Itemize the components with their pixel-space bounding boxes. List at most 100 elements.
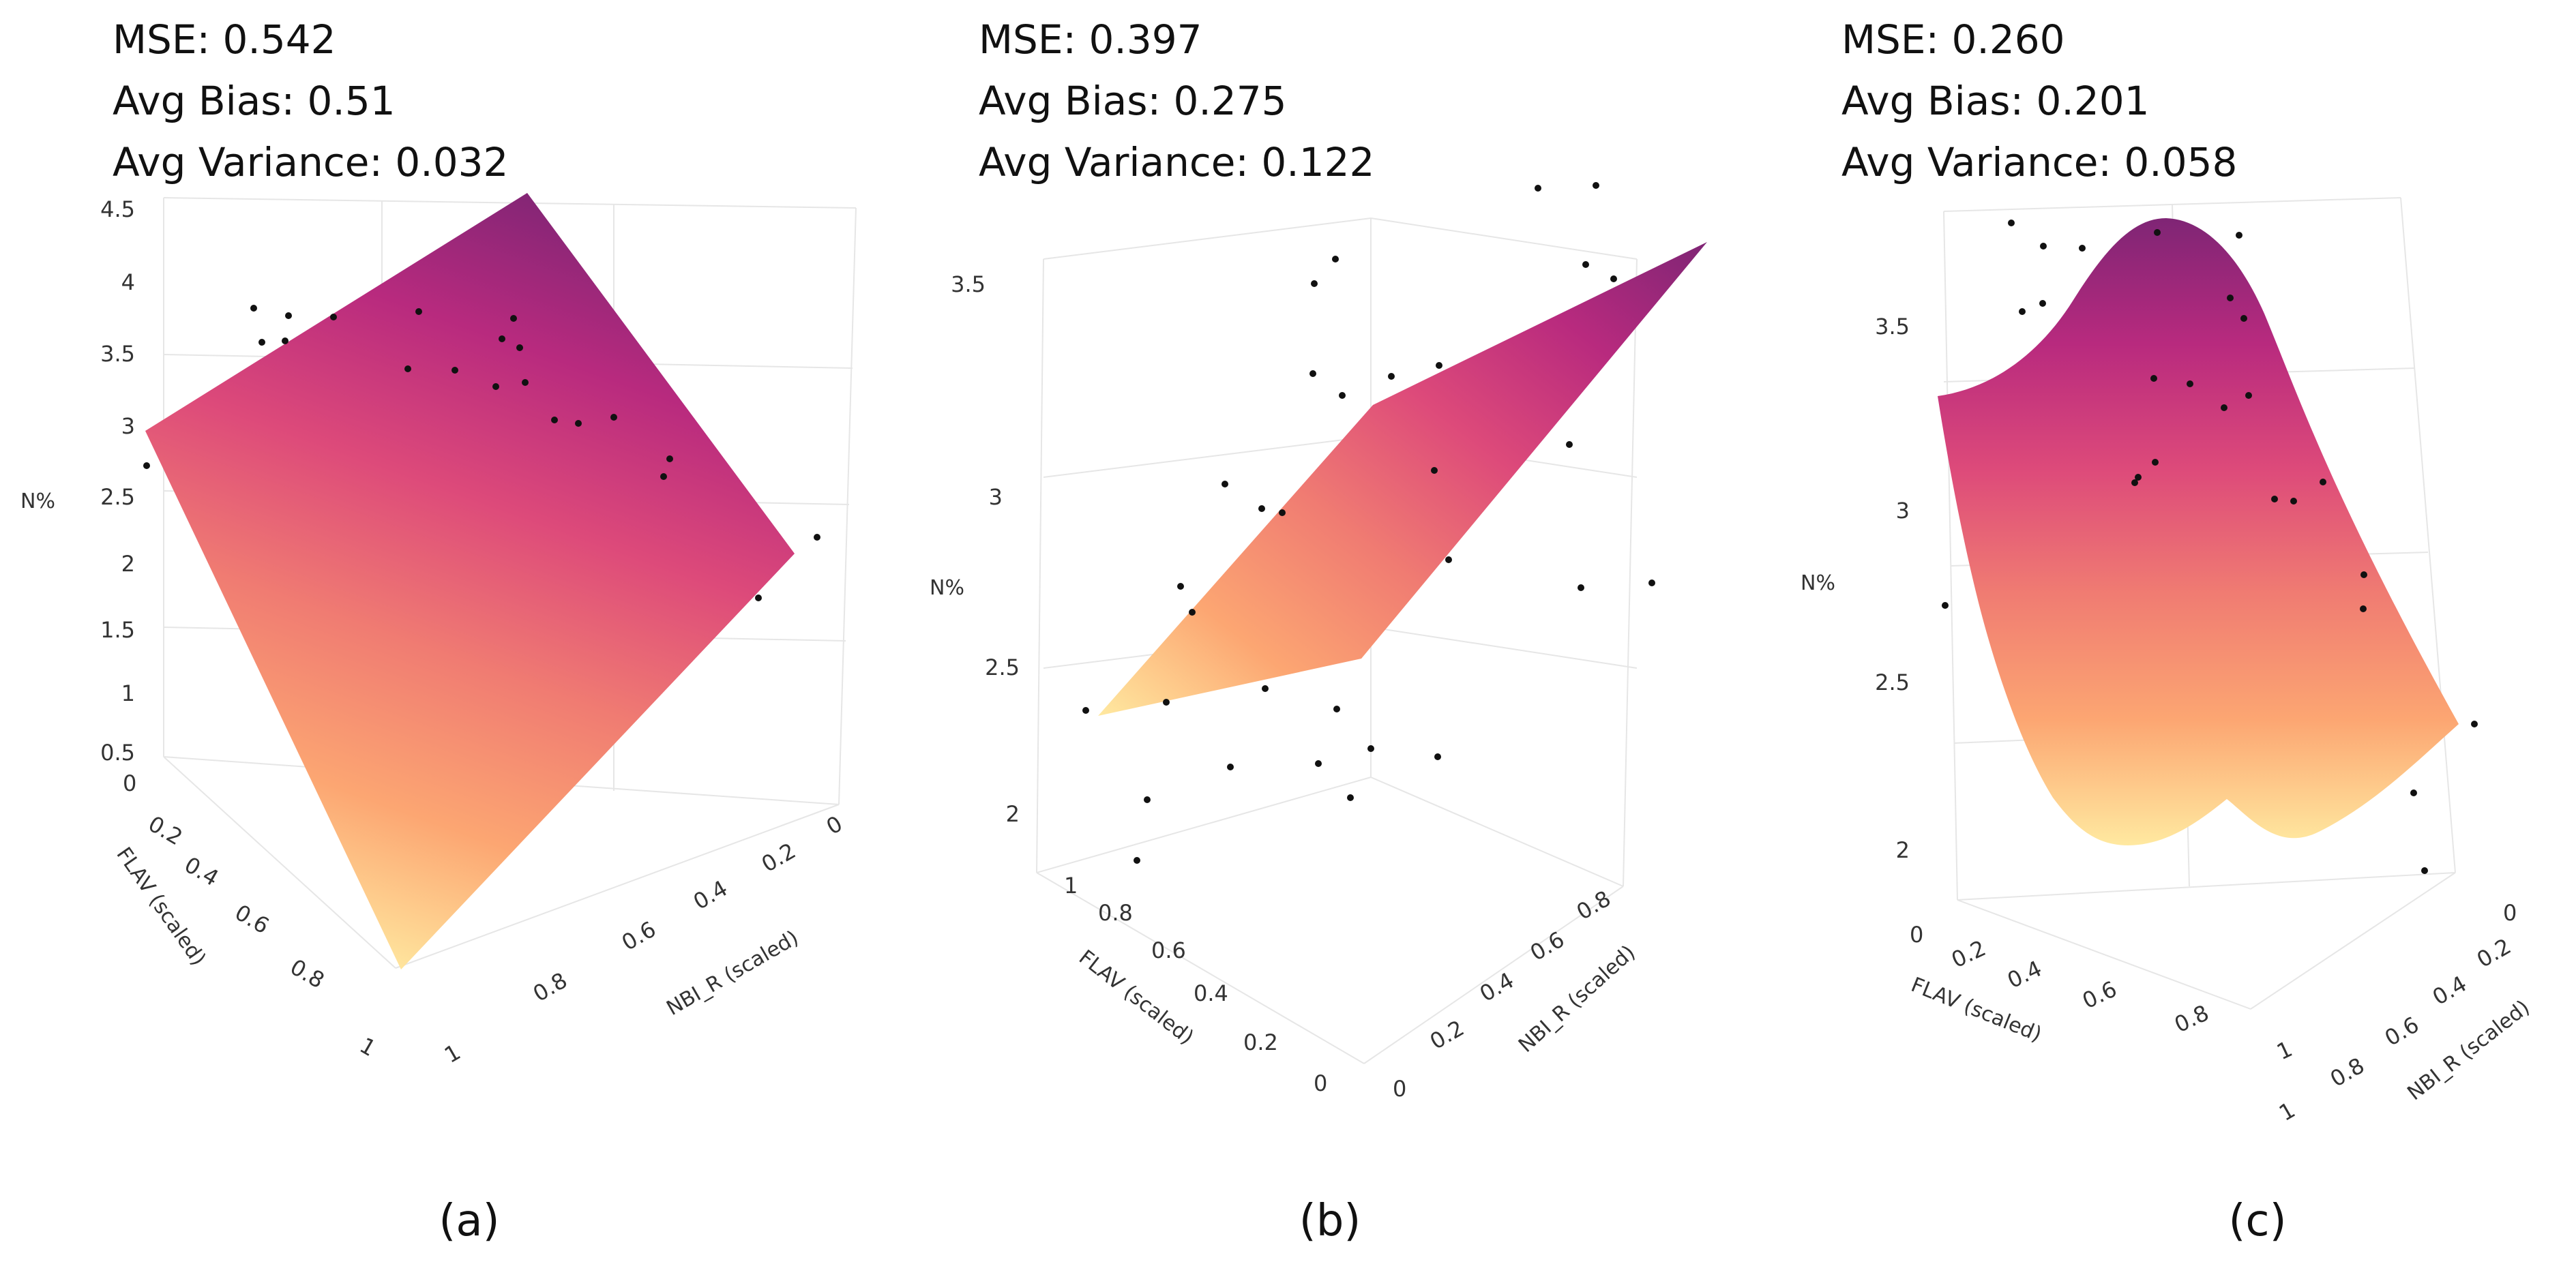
x-tick: 0.8	[286, 954, 329, 993]
panel-c-z-label: N%	[1801, 571, 1835, 595]
panel-b-points	[1082, 182, 1655, 864]
grid-line	[1036, 258, 1044, 873]
data-point	[1333, 706, 1340, 712]
z-tick: 3.5	[100, 341, 135, 367]
y-tick: 0.8	[2326, 1053, 2369, 1092]
panel-a-points	[143, 305, 820, 601]
panel-c: MSE: 0.260 Avg Bias: 0.201 Avg Variance:…	[1801, 16, 2534, 1246]
data-point	[2410, 789, 2417, 796]
data-point	[1347, 794, 1354, 801]
data-point	[451, 367, 458, 374]
grid-line	[1957, 872, 2456, 901]
data-point	[2152, 459, 2159, 466]
data-point	[522, 379, 529, 386]
data-point	[2271, 496, 2278, 502]
z-tick: 3.5	[1875, 314, 1910, 340]
panel-a-stats: MSE: 0.542 Avg Bias: 0.51 Avg Variance: …	[113, 16, 508, 185]
panel-a-z-ticks: 4.5 4 3.5 3 2.5 2 1.5 1 0.5	[100, 196, 135, 766]
y-tick: 0.6	[617, 916, 660, 956]
data-point	[1434, 753, 1441, 760]
data-point	[551, 417, 558, 423]
z-tick: 2	[1896, 837, 1910, 863]
data-point	[2019, 308, 2026, 315]
grid-line	[2250, 872, 2456, 1010]
data-point	[1189, 609, 1196, 616]
data-point	[2421, 867, 2428, 874]
data-point	[1315, 760, 1322, 767]
y-tick: 0	[2503, 900, 2517, 926]
data-point	[2320, 479, 2326, 485]
data-point	[2008, 220, 2015, 226]
data-point	[1566, 441, 1573, 448]
panel-c-points	[1942, 220, 2478, 874]
y-tick: 0.4	[689, 875, 732, 915]
x-tick: 0.4	[1194, 980, 1228, 1006]
z-tick: 3	[1896, 498, 1910, 524]
data-point	[610, 414, 617, 421]
panel-c-mse: MSE: 0.260	[1841, 16, 2065, 63]
data-point	[2240, 315, 2247, 322]
data-point	[1593, 182, 1599, 189]
data-point	[1144, 796, 1151, 803]
grid-line	[1036, 872, 1365, 1064]
z-tick: 3.5	[951, 271, 986, 297]
z-tick: 3	[989, 484, 1003, 510]
data-point	[1436, 362, 1442, 369]
x-tick: 0	[1910, 922, 1923, 948]
data-point	[2360, 605, 2367, 612]
panel-b-variance: Avg Variance: 0.122	[979, 139, 1374, 185]
panel-c-variance: Avg Variance: 0.058	[1841, 139, 2237, 185]
data-point	[1535, 185, 1541, 192]
y-tick: 0.2	[757, 838, 800, 877]
data-point	[516, 344, 523, 351]
data-point	[1367, 745, 1374, 752]
data-point	[1431, 467, 1438, 474]
panel-b-x-ticks: 1 0.8 0.6 0.4 0.2 0	[1064, 873, 1327, 1096]
y-tick: 0.2	[2472, 933, 2515, 973]
data-point	[2471, 721, 2478, 727]
panel-b-z-label: N%	[930, 576, 964, 600]
z-tick: 4	[121, 269, 135, 295]
data-point	[2079, 245, 2086, 252]
y-tick: 0.4	[1475, 967, 1518, 1007]
data-point	[1445, 556, 1452, 563]
grid-line	[1043, 436, 1372, 478]
x-tick: 0.2	[1243, 1029, 1278, 1055]
x-tick: 0.4	[180, 852, 223, 891]
panel-a: MSE: 0.542 Avg Bias: 0.51 Avg Variance: …	[20, 16, 857, 1246]
panel-b-bias: Avg Bias: 0.275	[979, 78, 1287, 124]
panel-b-surface	[1098, 242, 1707, 716]
grid-line	[1623, 258, 1638, 887]
y-tick: 0.4	[2428, 971, 2471, 1010]
data-point	[1388, 373, 1395, 380]
data-point	[285, 312, 292, 319]
z-tick: 2.5	[1875, 669, 1910, 695]
data-point	[1262, 685, 1269, 692]
grid-line	[1957, 899, 2251, 1010]
y-tick: 0	[1393, 1076, 1406, 1102]
x-tick: 0.8	[2170, 999, 2212, 1038]
panel-b-z-ticks: 3.5 3 2.5 2	[951, 271, 1020, 827]
grid-line	[1043, 217, 1372, 260]
data-point	[282, 337, 288, 344]
data-point	[2236, 232, 2242, 239]
data-point	[1339, 392, 1346, 399]
data-point	[143, 462, 150, 469]
panel-a-surface	[145, 193, 795, 969]
grid-line	[163, 197, 857, 209]
x-tick: 1	[355, 1032, 381, 1062]
z-tick: 2	[121, 551, 135, 577]
panel-c-y-label: NBI_R (scaled)	[2403, 995, 2534, 1105]
data-point	[2135, 474, 2142, 481]
data-point	[575, 420, 582, 427]
x-tick: 0	[123, 770, 136, 796]
data-point	[1134, 857, 1140, 864]
y-tick: 0.6	[2380, 1012, 2423, 1051]
y-tick: 0	[822, 811, 847, 840]
data-point	[499, 335, 505, 342]
data-point	[2360, 571, 2367, 578]
data-point	[1222, 481, 1228, 487]
panel-a-mse: MSE: 0.542	[113, 16, 336, 63]
x-tick: 0.2	[1947, 935, 1989, 973]
